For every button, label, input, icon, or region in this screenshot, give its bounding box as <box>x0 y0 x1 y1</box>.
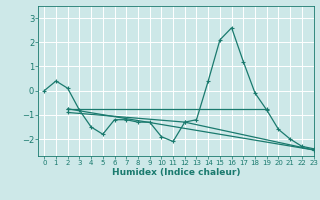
X-axis label: Humidex (Indice chaleur): Humidex (Indice chaleur) <box>112 168 240 177</box>
